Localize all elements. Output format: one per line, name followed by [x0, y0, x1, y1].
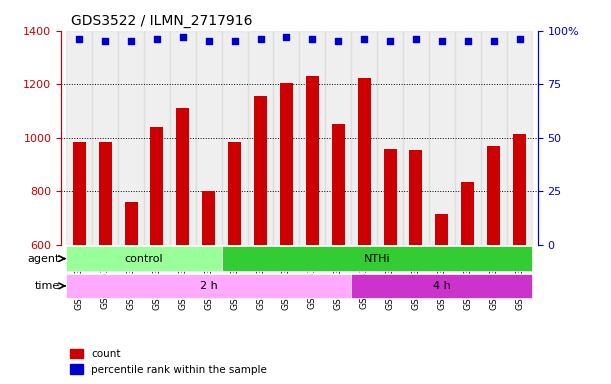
Bar [118, 31, 144, 245]
Bar [429, 31, 455, 245]
Point [489, 38, 499, 45]
Bar [66, 31, 92, 245]
Bar [73, 142, 86, 245]
Bar [280, 83, 293, 245]
Bar [455, 31, 481, 245]
Bar [332, 124, 345, 245]
Point [126, 38, 136, 45]
Text: control: control [125, 253, 163, 263]
Text: GDS3522 / ILMN_2717916: GDS3522 / ILMN_2717916 [71, 14, 252, 28]
Bar [98, 142, 112, 245]
Point [307, 36, 317, 42]
Bar [487, 146, 500, 245]
Point [230, 38, 240, 45]
FancyBboxPatch shape [222, 247, 533, 271]
Text: agent: agent [27, 253, 60, 263]
Bar [299, 31, 325, 245]
Point [437, 38, 447, 45]
Point [75, 36, 84, 42]
Text: 4 h: 4 h [433, 281, 451, 291]
Bar [325, 31, 351, 245]
Bar [177, 108, 189, 245]
Bar [222, 31, 247, 245]
Point [178, 34, 188, 40]
FancyBboxPatch shape [66, 247, 222, 271]
Bar [384, 149, 397, 245]
Point [282, 34, 291, 40]
Point [334, 38, 343, 45]
Bar [507, 31, 533, 245]
Point [204, 38, 214, 45]
Text: 2 h: 2 h [200, 281, 218, 291]
Bar [144, 31, 170, 245]
Bar [351, 31, 377, 245]
Bar [150, 127, 163, 245]
Bar [306, 76, 319, 245]
Point [359, 36, 369, 42]
Bar [377, 31, 403, 245]
FancyBboxPatch shape [351, 274, 533, 298]
Bar [247, 31, 274, 245]
Point [411, 36, 421, 42]
Bar [228, 142, 241, 245]
Bar [481, 31, 507, 245]
Point [463, 38, 473, 45]
Point [100, 38, 110, 45]
Point [514, 36, 524, 42]
Bar [170, 31, 196, 245]
Text: time: time [35, 281, 60, 291]
Bar [461, 182, 474, 245]
Bar [125, 202, 137, 245]
Bar [403, 31, 429, 245]
Bar [202, 191, 215, 245]
FancyBboxPatch shape [66, 274, 351, 298]
Point [385, 38, 395, 45]
Bar [513, 134, 526, 245]
Bar [92, 31, 118, 245]
Point [255, 36, 265, 42]
Legend: count, percentile rank within the sample: count, percentile rank within the sample [67, 345, 271, 379]
Bar [436, 214, 448, 245]
Bar [274, 31, 299, 245]
Point [152, 36, 162, 42]
Bar [196, 31, 222, 245]
Text: NTHi: NTHi [364, 253, 390, 263]
Bar [254, 96, 267, 245]
Bar [357, 78, 371, 245]
Bar [409, 150, 422, 245]
